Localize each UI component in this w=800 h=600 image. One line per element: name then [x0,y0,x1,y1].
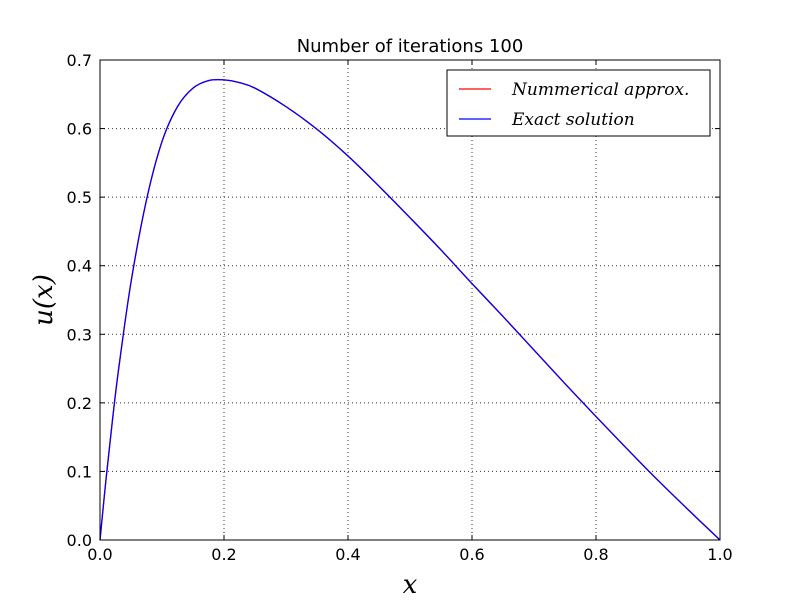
legend: Nummerical approx. Exact solution [446,69,711,137]
legend-label-1: Exact solution [511,110,635,130]
series-lines [99,78,721,541]
y-tick-label: 0.0 [67,531,92,550]
y-tick-label: 0.4 [67,257,92,276]
y-tick-label: 0.3 [67,325,92,344]
x-tick-label: 0.4 [335,545,360,564]
legend-label-0: Nummerical approx. [511,80,689,100]
x-tick-label: 0.0 [87,545,112,564]
y-tick-label: 0.5 [67,188,92,207]
series-line-1 [99,78,721,541]
y-axis-label: u(x) [29,274,59,326]
y-tick-label: 0.1 [67,462,92,481]
y-tick-label: 0.2 [67,394,92,413]
axis-ticks: 0.0 0.2 0.4 0.6 0.8 1.0 0.0 0.1 0.2 0.3 0.4 0.5 0.6 0… [67,51,733,564]
x-axis-label: x [403,570,418,600]
x-tick-label: 1.0 [707,545,732,564]
legend-box [446,69,711,137]
plot-area-frame [99,59,721,541]
x-tick-label: 0.2 [211,545,236,564]
x-tick-label: 0.6 [459,545,484,564]
chart-title: Number of iterations 100 [297,36,524,57]
y-tick-label: 0.6 [67,120,92,139]
x-tick-label: 0.8 [583,545,608,564]
y-tick-label: 0.7 [67,51,92,70]
